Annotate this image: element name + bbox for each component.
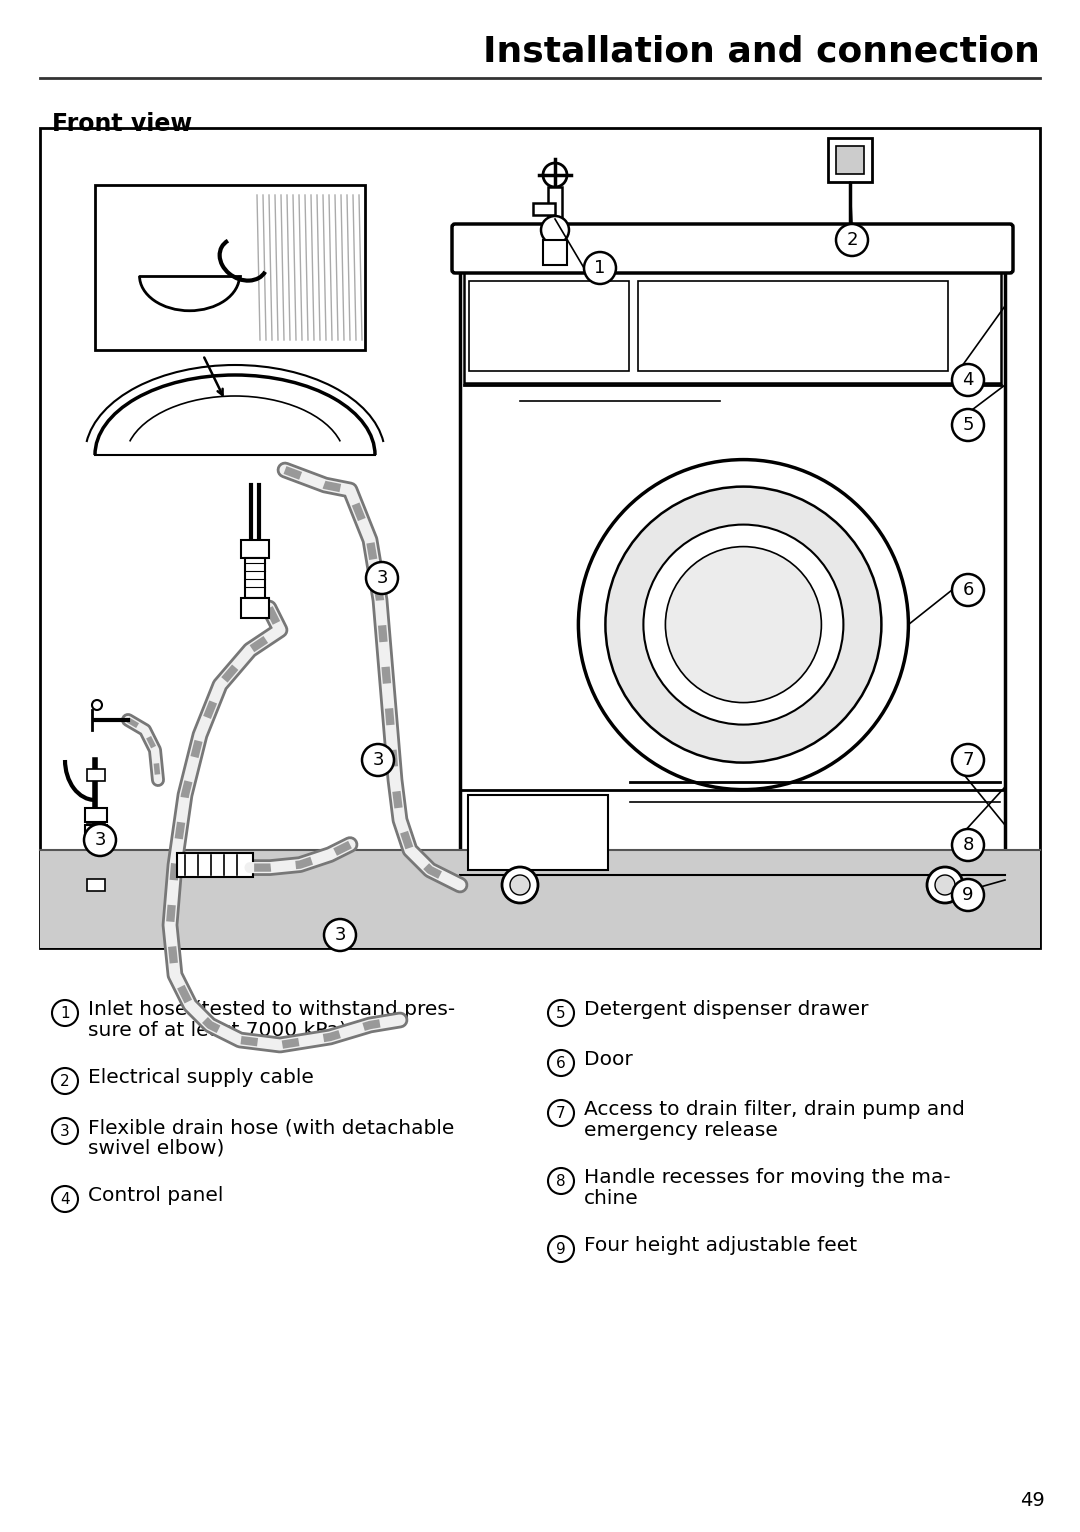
Text: 49: 49 [1021,1491,1045,1511]
Circle shape [510,875,530,895]
Text: 5: 5 [556,1005,566,1020]
Bar [464,273,1001,383]
Circle shape [927,867,963,902]
Bar [40,850,1040,948]
Circle shape [548,1100,573,1126]
Bar [177,853,253,876]
Bar [534,204,555,214]
Bar [40,129,1040,948]
Text: 8: 8 [962,836,974,853]
Text: Door: Door [584,1049,633,1069]
Circle shape [951,745,984,777]
Circle shape [52,1118,78,1144]
Text: 2: 2 [847,231,858,250]
Text: chine: chine [584,1189,638,1209]
Circle shape [935,875,955,895]
Circle shape [324,919,356,951]
Circle shape [52,1000,78,1026]
Circle shape [951,574,984,607]
Text: Installation and connection: Installation and connection [483,34,1040,67]
Text: 1: 1 [60,1005,70,1020]
Text: 5: 5 [962,417,974,434]
Bar [638,280,948,371]
Circle shape [548,1167,573,1193]
Text: Inlet hose (tested to withstand pres-: Inlet hose (tested to withstand pres- [87,1000,455,1019]
Circle shape [92,700,102,709]
Circle shape [52,1068,78,1094]
Text: 6: 6 [962,581,974,599]
Circle shape [543,162,567,187]
Circle shape [951,879,984,912]
Circle shape [644,524,843,725]
FancyBboxPatch shape [453,224,1013,273]
Text: swivel elbow): swivel elbow) [87,1138,225,1158]
Bar [543,241,567,265]
Bar [85,807,107,821]
Text: Front view: Front view [52,112,192,136]
Text: 3: 3 [334,925,346,944]
Text: 9: 9 [556,1241,566,1256]
Circle shape [52,1186,78,1212]
Text: 7: 7 [962,751,974,769]
Text: Detergent dispenser drawer: Detergent dispenser drawer [584,1000,868,1019]
Circle shape [541,216,569,244]
Text: 7: 7 [556,1106,566,1120]
Bar [87,879,105,892]
Text: 8: 8 [556,1174,566,1189]
Bar [245,558,265,597]
Circle shape [502,867,538,902]
Text: 6: 6 [556,1056,566,1071]
Bar [241,597,269,617]
Text: sure of at least 7000 kPa): sure of at least 7000 kPa) [87,1020,347,1040]
Text: 9: 9 [962,885,974,904]
Text: 3: 3 [376,568,388,587]
Text: 3: 3 [60,1123,70,1138]
Bar [241,539,269,558]
Text: Handle recesses for moving the ma-: Handle recesses for moving the ma- [584,1167,950,1187]
Circle shape [366,562,399,594]
Text: 4: 4 [962,371,974,389]
Circle shape [548,1236,573,1262]
Bar [85,824,107,843]
Circle shape [84,824,116,856]
Bar [836,146,864,175]
Text: Electrical supply cable: Electrical supply cable [87,1068,314,1088]
Bar [548,187,562,219]
Circle shape [606,487,881,763]
Circle shape [362,745,394,777]
Text: Control panel: Control panel [87,1186,224,1206]
Circle shape [665,547,822,703]
Circle shape [579,460,908,789]
Circle shape [584,251,616,283]
Text: Four height adjustable feet: Four height adjustable feet [584,1236,858,1255]
Text: 3: 3 [373,751,383,769]
Text: 3: 3 [94,830,106,849]
Bar [460,265,1005,885]
Text: emergency release: emergency release [584,1121,778,1140]
Circle shape [951,829,984,861]
Circle shape [548,1049,573,1075]
Text: Access to drain filter, drain pump and: Access to drain filter, drain pump and [584,1100,964,1118]
Circle shape [951,409,984,441]
Text: 4: 4 [60,1192,70,1207]
Text: 2: 2 [60,1074,70,1089]
Circle shape [951,365,984,395]
Circle shape [548,1000,573,1026]
Text: Flexible drain hose (with detachable: Flexible drain hose (with detachable [87,1118,455,1137]
Bar [87,769,105,781]
Bar [95,185,365,349]
Bar [828,138,872,182]
Text: 1: 1 [594,259,606,277]
Bar [469,280,629,371]
Circle shape [836,224,868,256]
Bar [468,795,608,870]
Bar [87,824,105,836]
